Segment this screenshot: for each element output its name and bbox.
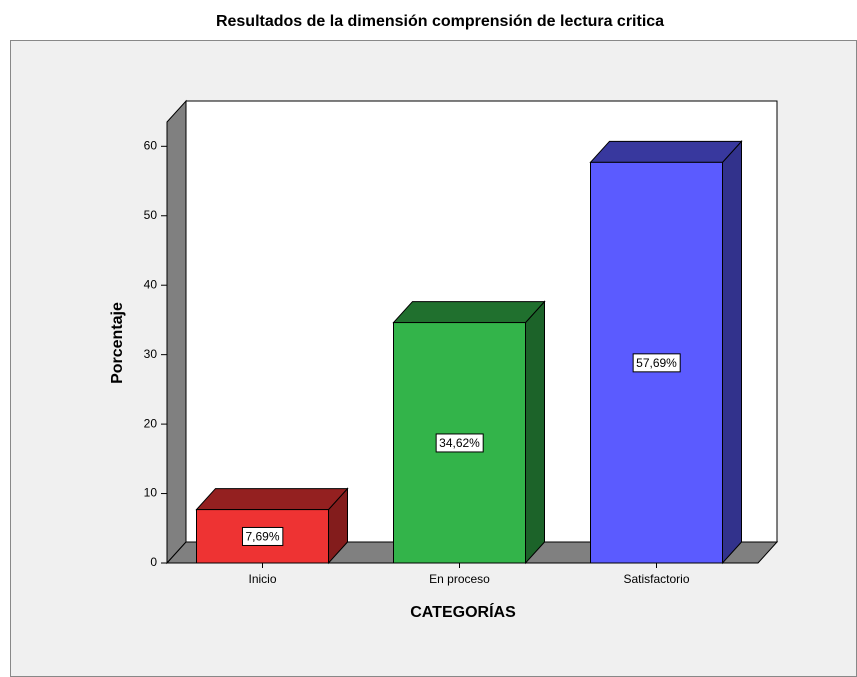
chart-title: Resultados de la dimensión comprensión d… [216, 13, 664, 30]
value-label-box [241, 526, 284, 546]
y-tick-label: 60 [144, 138, 158, 152]
x-axis-label: CATEGORÍAS [410, 602, 516, 621]
x-tick-label: Satisfactorio [623, 572, 689, 586]
bar-side [722, 140, 742, 565]
value-label-box [632, 353, 681, 373]
bar-side [525, 300, 545, 565]
value-label: 34,62% [439, 436, 480, 450]
y-tick-label: 30 [144, 347, 158, 361]
x-tick-label: En proceso [429, 572, 490, 586]
bar-top [195, 488, 349, 511]
x-tick-label: Inicio [248, 572, 276, 586]
y-tick-label: 0 [150, 555, 157, 569]
side-wall [166, 99, 187, 565]
value-label-box [435, 433, 484, 453]
bar-top [589, 140, 743, 163]
value-label: 7,69% [245, 529, 279, 543]
y-tick-label: 50 [144, 208, 158, 222]
y-axis-label: Porcentaje [109, 302, 126, 384]
y-tick-label: 20 [144, 416, 158, 430]
y-tick-label: 10 [144, 486, 158, 500]
value-label: 57,69% [636, 356, 677, 370]
bar-top [392, 301, 546, 324]
y-tick-label: 40 [144, 277, 158, 291]
